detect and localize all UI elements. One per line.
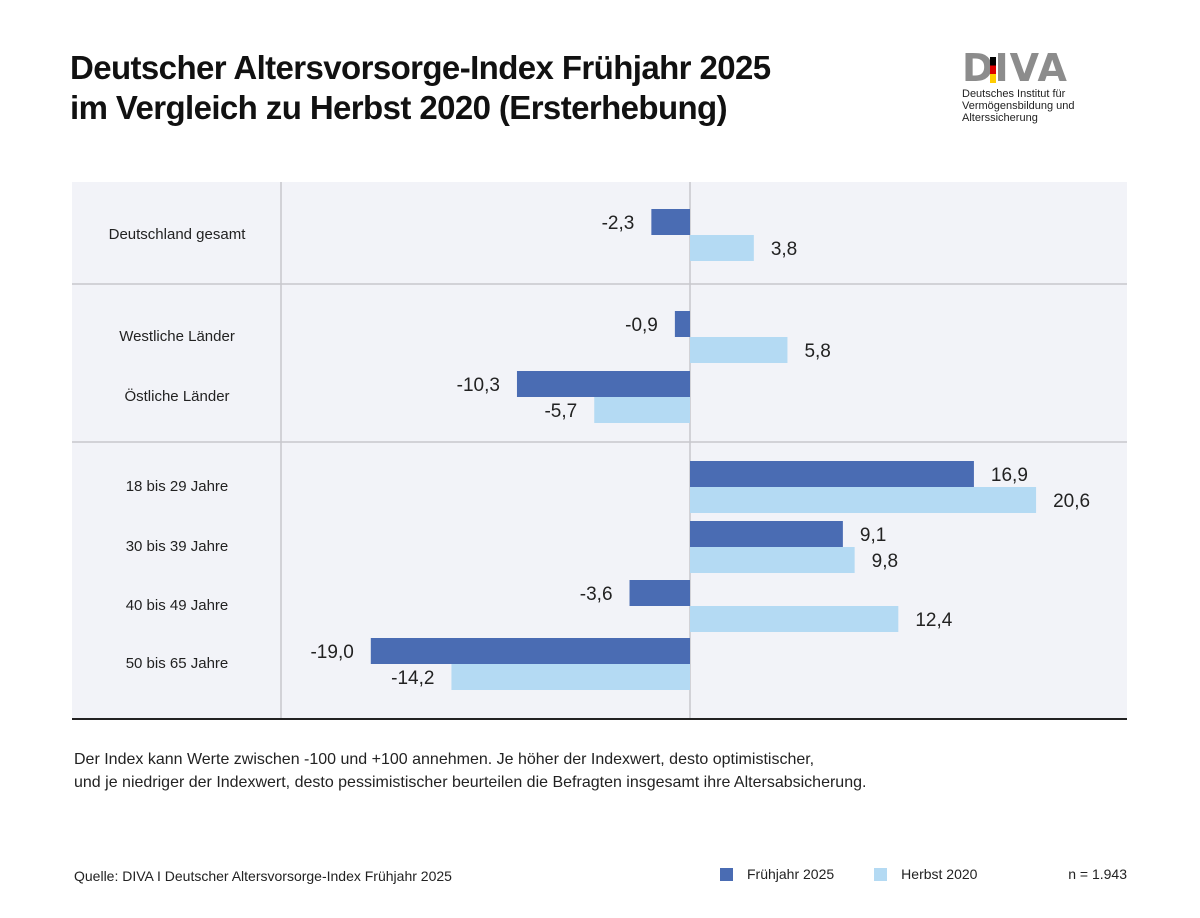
legend-item-fruehjahr: Frühjahr 2025 bbox=[720, 866, 834, 882]
data-label-fruehjahr-18-bis-29-jahre: 16,9 bbox=[991, 465, 1028, 486]
data-label-herbst-westliche-lander: 5,8 bbox=[804, 341, 830, 362]
bar-herbst-18-bis-29-jahre bbox=[690, 487, 1037, 513]
chart-title-line-1: Deutscher Altersvorsorge-Index Frühjahr … bbox=[70, 49, 771, 86]
bar-fruehjahr-40-bis-49-jahre bbox=[629, 580, 690, 606]
source-note: Quelle: DIVA I Deutscher Altersvorsorge-… bbox=[74, 868, 452, 884]
data-label-fruehjahr-deutschland-gesamt: -2,3 bbox=[602, 213, 635, 234]
category-label-18-bis-29-jahre: 18 bis 29 Jahre bbox=[126, 478, 229, 495]
bar-fruehjahr-30-bis-39-jahre bbox=[690, 521, 843, 547]
chart-title-line-2: im Vergleich zu Herbst 2020 (Ersterhebun… bbox=[70, 89, 728, 126]
data-label-herbst-30-bis-39-jahre: 9,8 bbox=[872, 551, 898, 572]
category-label-50-bis-65-jahre: 50 bis 65 Jahre bbox=[126, 655, 229, 672]
category-label-40-bis-49-jahre: 40 bis 49 Jahre bbox=[126, 597, 229, 614]
data-label-herbst-deutschland-gesamt: 3,8 bbox=[771, 239, 797, 260]
data-label-fruehjahr-40-bis-49-jahre: -3,6 bbox=[580, 584, 613, 605]
diva-logo-wordmark: DIVA bbox=[962, 48, 1142, 88]
sample-size: n = 1.943 bbox=[1068, 866, 1127, 882]
diva-logo-subtitle-line-1: Deutsches Institut für bbox=[962, 88, 1066, 100]
german-flag-icon bbox=[990, 57, 996, 83]
data-label-fruehjahr-ostliche-lander: -10,3 bbox=[457, 375, 500, 396]
bar-fruehjahr-westliche-lander bbox=[674, 311, 690, 337]
legend-label-fruehjahr: Frühjahr 2025 bbox=[747, 866, 835, 882]
bar-herbst-deutschland-gesamt bbox=[690, 235, 754, 261]
diva-logo-subtitle-line-2: Vermögensbildung und Alterssicherung bbox=[962, 100, 1075, 124]
category-label-deutschland-gesamt: Deutschland gesamt bbox=[109, 226, 247, 243]
footnote-line-2: und je niedriger der Indexwert, desto pe… bbox=[74, 774, 867, 791]
bar-herbst-40-bis-49-jahre bbox=[690, 606, 899, 632]
bar-fruehjahr-50-bis-65-jahre bbox=[370, 638, 690, 664]
diva-logo-text: DIVA bbox=[962, 46, 1068, 90]
data-label-fruehjahr-30-bis-39-jahre: 9,1 bbox=[860, 525, 886, 546]
data-label-fruehjahr-50-bis-65-jahre: -19,0 bbox=[310, 642, 353, 663]
category-label-westliche-lander: Westliche Länder bbox=[119, 328, 235, 345]
bar-fruehjahr-deutschland-gesamt bbox=[651, 209, 690, 235]
legend-item-herbst: Herbst 2020 bbox=[874, 866, 977, 882]
data-label-herbst-ostliche-lander: -5,7 bbox=[544, 401, 577, 422]
diva-logo-subtitle: Deutsches Institut für Vermögensbildung … bbox=[962, 88, 1142, 124]
plot-area bbox=[72, 182, 1127, 718]
bar-fruehjahr-18-bis-29-jahre bbox=[690, 461, 974, 487]
bar-herbst-30-bis-39-jahre bbox=[690, 547, 855, 573]
data-label-herbst-40-bis-49-jahre: 12,4 bbox=[915, 610, 952, 631]
category-label-ostliche-lander: Östliche Länder bbox=[124, 387, 229, 405]
data-label-herbst-18-bis-29-jahre: 20,6 bbox=[1053, 491, 1090, 512]
legend: Frühjahr 2025 Herbst 2020 bbox=[720, 866, 1017, 882]
footnote: Der Index kann Werte zwischen -100 und +… bbox=[74, 748, 866, 794]
bar-herbst-westliche-lander bbox=[690, 337, 788, 363]
category-label-30-bis-39-jahre: 30 bis 39 Jahre bbox=[126, 538, 229, 555]
chart-title: Deutscher Altersvorsorge-Index Frühjahr … bbox=[70, 48, 771, 128]
legend-label-herbst: Herbst 2020 bbox=[901, 866, 978, 882]
data-label-fruehjahr-westliche-lander: -0,9 bbox=[625, 315, 658, 336]
footnote-line-1: Der Index kann Werte zwischen -100 und +… bbox=[74, 751, 815, 768]
legend-swatch-fruehjahr bbox=[720, 867, 733, 881]
diva-logo: DIVA Deutsches Institut für Vermögensbil… bbox=[962, 48, 1142, 124]
data-label-herbst-50-bis-65-jahre: -14,2 bbox=[391, 668, 434, 689]
bar-fruehjahr-ostliche-lander bbox=[516, 371, 690, 397]
bar-herbst-50-bis-65-jahre bbox=[451, 664, 690, 690]
legend-swatch-herbst bbox=[874, 867, 888, 881]
bar-herbst-ostliche-lander bbox=[594, 397, 690, 423]
